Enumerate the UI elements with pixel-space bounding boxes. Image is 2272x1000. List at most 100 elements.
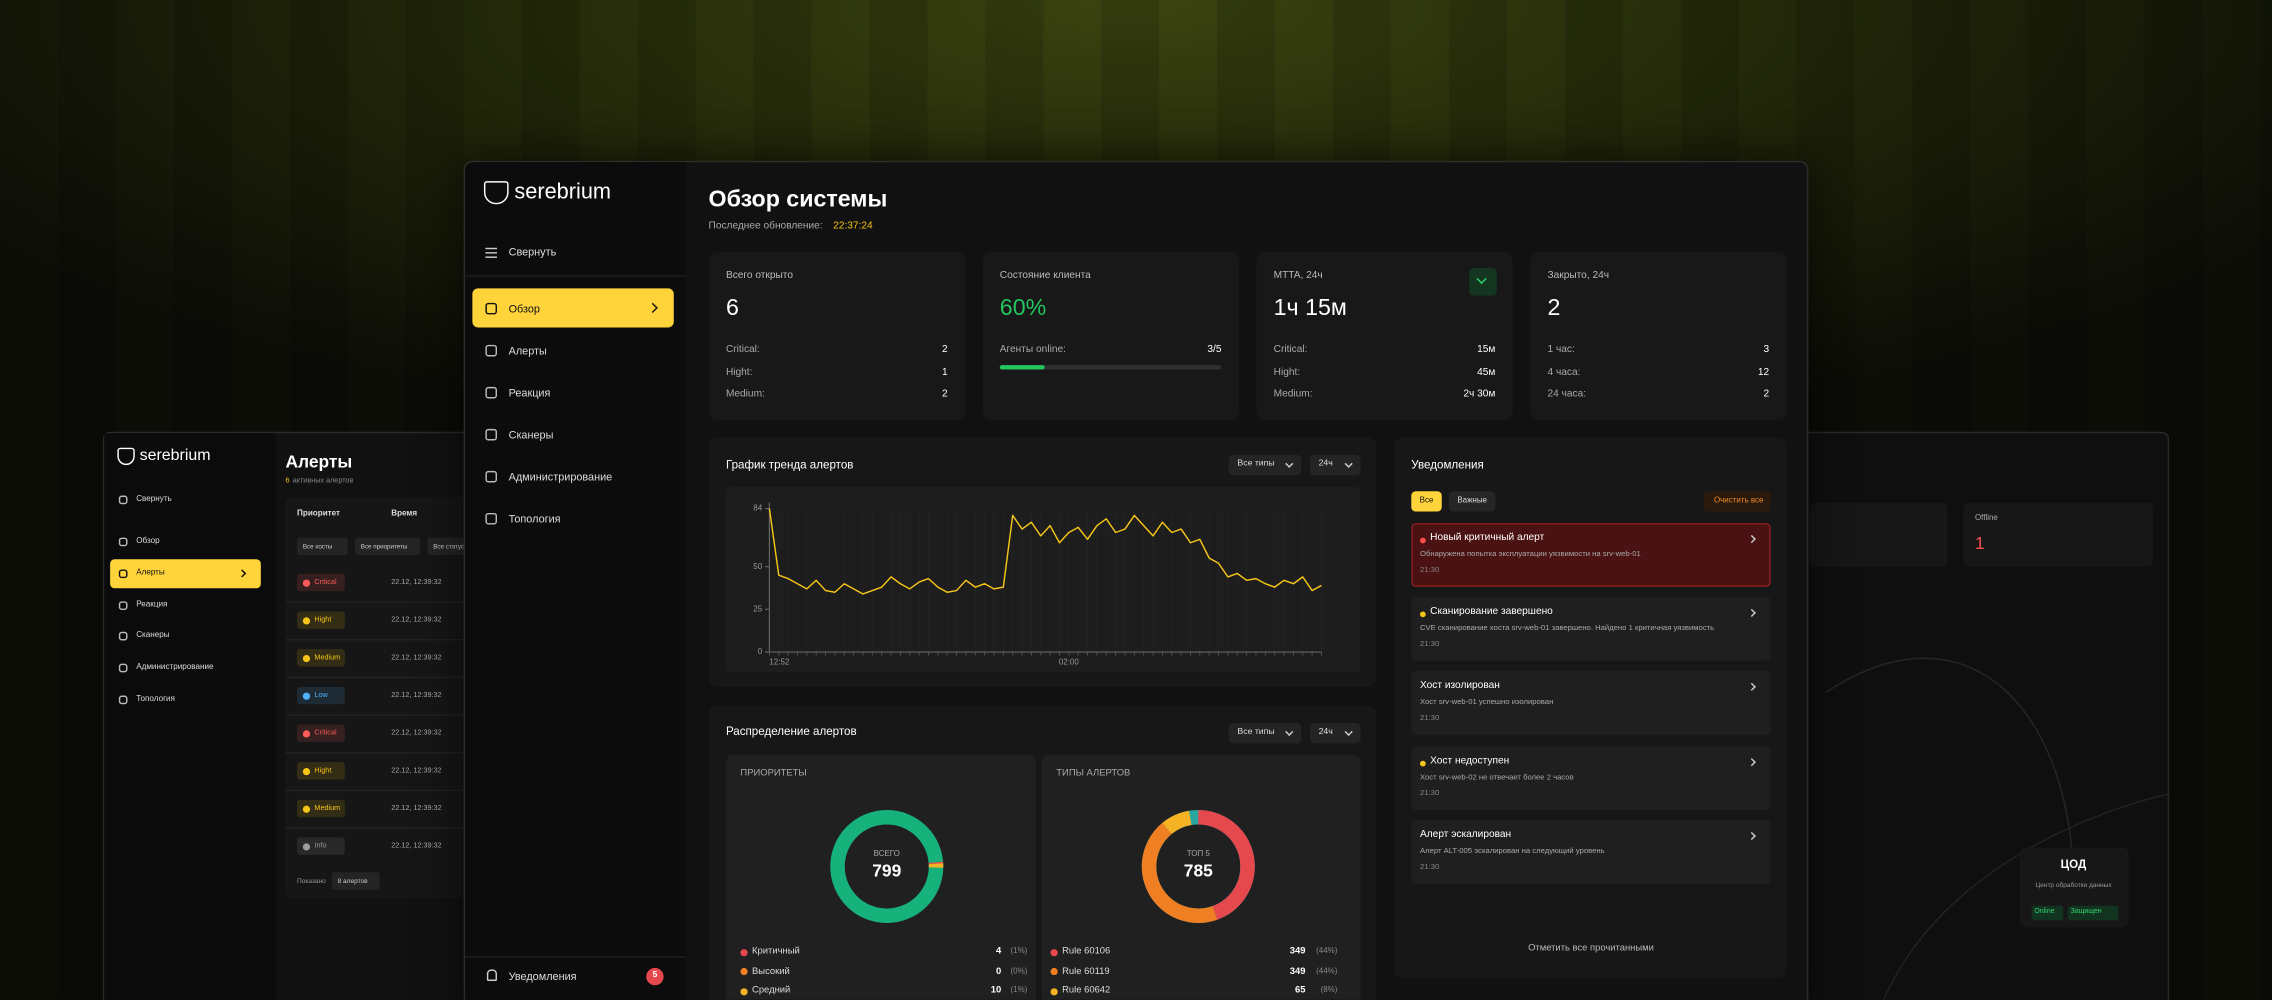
icon	[118, 569, 128, 579]
menu-item[interactable]: Алерты	[136, 568, 165, 578]
card-title: Закрыто, 24ч	[1547, 270, 1610, 281]
y-tick-label: 84	[753, 504, 762, 513]
card-row-label: Hight:	[725, 367, 753, 378]
shown-label: Показано	[297, 877, 326, 885]
menu-item[interactable]: Топология	[508, 512, 561, 526]
tab[interactable]: Все	[1419, 496, 1434, 506]
icon	[118, 631, 128, 641]
card-value: 60%	[999, 296, 1047, 321]
card-row-value: 3	[1763, 344, 1770, 355]
tab[interactable]: Важные	[1457, 496, 1487, 506]
legend-dot	[740, 967, 748, 976]
notification[interactable]	[1411, 820, 1771, 884]
legend-dot	[740, 948, 748, 956]
dropdown[interactable]	[1228, 454, 1302, 476]
clear-button[interactable]	[1704, 491, 1771, 512]
clear-button-label[interactable]: Очистить все	[1713, 496, 1764, 506]
tab-active[interactable]	[1411, 491, 1442, 512]
menu-item[interactable]: Реакция	[136, 600, 168, 610]
notification-text: CVE сканирование хоста srv-web-01 заверш…	[1420, 624, 1715, 633]
notification-title[interactable]: Хост изолирован	[1420, 680, 1500, 691]
card-row-label: 4 часа:	[1547, 367, 1581, 378]
dropdown-label[interactable]: 24ч	[1318, 459, 1333, 469]
notification[interactable]	[1411, 523, 1771, 587]
dropdown-label[interactable]: Все типы	[1237, 459, 1275, 469]
priority-label: Critical	[314, 578, 337, 587]
y-tick-label: 50	[753, 562, 762, 571]
card-title: Состояние клиента	[999, 270, 1091, 281]
mark-all-read[interactable]: Отметить все прочитанными	[1528, 943, 1654, 954]
notification-text: Алерт ALT-005 эскалирован на следующий у…	[1420, 847, 1605, 857]
row-time: 22.12, 12:39:32	[391, 841, 442, 851]
dropdown-label[interactable]: 24ч	[1318, 727, 1333, 737]
notification-title[interactable]: Хост недоступен	[1430, 756, 1510, 767]
priority-badge	[297, 762, 345, 780]
notification[interactable]	[1411, 596, 1771, 661]
card-row-value: 45м	[1477, 367, 1496, 378]
tab[interactable]	[1448, 491, 1496, 512]
dropdown[interactable]	[1309, 723, 1361, 744]
badge-icon	[302, 616, 311, 624]
notification[interactable]	[1411, 670, 1771, 735]
card-row-label: Medium:	[1273, 389, 1313, 400]
notification-dot	[1420, 536, 1426, 543]
card-row-label: 1 час:	[1547, 344, 1575, 355]
badge-icon	[302, 654, 311, 662]
notification[interactable]	[1411, 746, 1771, 810]
card-row-value: 2	[941, 389, 948, 400]
dropdown[interactable]	[1309, 454, 1361, 476]
x-tick-label: 02:00	[1059, 657, 1079, 666]
panel-title: Уведомления	[1411, 458, 1484, 472]
row-time: 22.12, 12:39:32	[391, 766, 442, 776]
menu-item[interactable]: Свернуть	[136, 495, 172, 504]
dropdown[interactable]	[1228, 723, 1302, 744]
panel-title: График тренда алертов	[725, 458, 854, 472]
donut-chart	[1141, 809, 1255, 924]
sub-panel-title: ТИПЫ АЛЕРТОВ	[1056, 768, 1131, 779]
legend-value: 10	[990, 985, 1002, 996]
menu-active[interactable]	[110, 559, 261, 589]
legend-dot	[740, 987, 748, 995]
menu-item[interactable]: Алерты	[508, 344, 547, 358]
menu-item[interactable]: Сканеры	[508, 428, 554, 442]
shown-select[interactable]	[331, 872, 380, 890]
priority-label: Medium	[314, 804, 341, 813]
filter-label[interactable]: Все статусы	[433, 542, 469, 550]
row-time: 22.12, 12:39:32	[391, 728, 442, 738]
card-value: 2	[1547, 296, 1561, 321]
notification-title[interactable]: Сканирование завершено	[1430, 606, 1553, 617]
sub-panel	[1041, 754, 1361, 1000]
menu-item[interactable]: Обзор	[508, 302, 540, 316]
card-row-label: Medium:	[725, 389, 765, 400]
menu-item[interactable]: Администрирование	[136, 663, 214, 672]
notification-title[interactable]: Алерт эскалирован	[1420, 829, 1512, 841]
legend-share: (44%)	[1316, 947, 1338, 956]
filter[interactable]	[297, 537, 348, 555]
filter[interactable]	[355, 537, 421, 555]
icon	[485, 428, 498, 441]
icon	[485, 302, 498, 315]
collapse-button[interactable]: Свернуть	[508, 245, 557, 259]
menu-item[interactable]: Топология	[136, 695, 175, 704]
filter-label[interactable]: Все хосты	[302, 542, 333, 550]
menu-item[interactable]: Сканеры	[136, 631, 170, 640]
menu-active[interactable]	[472, 288, 674, 328]
filter-label[interactable]: Все приоритеты	[360, 542, 408, 550]
priority-badge	[297, 686, 345, 705]
donut-total: 799	[872, 860, 902, 881]
menu-item[interactable]: Реакция	[508, 386, 551, 400]
priority-label: Hight	[314, 615, 332, 625]
column-header: Время	[391, 509, 418, 519]
legend-dot	[1050, 967, 1058, 976]
legend-value: 349	[1289, 965, 1306, 977]
dropdown-label[interactable]: Все типы	[1237, 727, 1275, 737]
shown-value[interactable]: 8 алертов	[337, 877, 368, 885]
legend-share: (0%)	[1010, 966, 1028, 976]
notification-time: 21:30	[1420, 863, 1440, 873]
legend-label: Средний	[752, 985, 791, 996]
sidebar-divider	[465, 956, 686, 958]
notification-title[interactable]: Новый критичный алерт	[1430, 532, 1545, 544]
notifications-link[interactable]: Уведомления	[508, 970, 577, 984]
menu-item[interactable]: Обзор	[136, 537, 160, 546]
menu-item[interactable]: Администрирование	[508, 470, 613, 484]
